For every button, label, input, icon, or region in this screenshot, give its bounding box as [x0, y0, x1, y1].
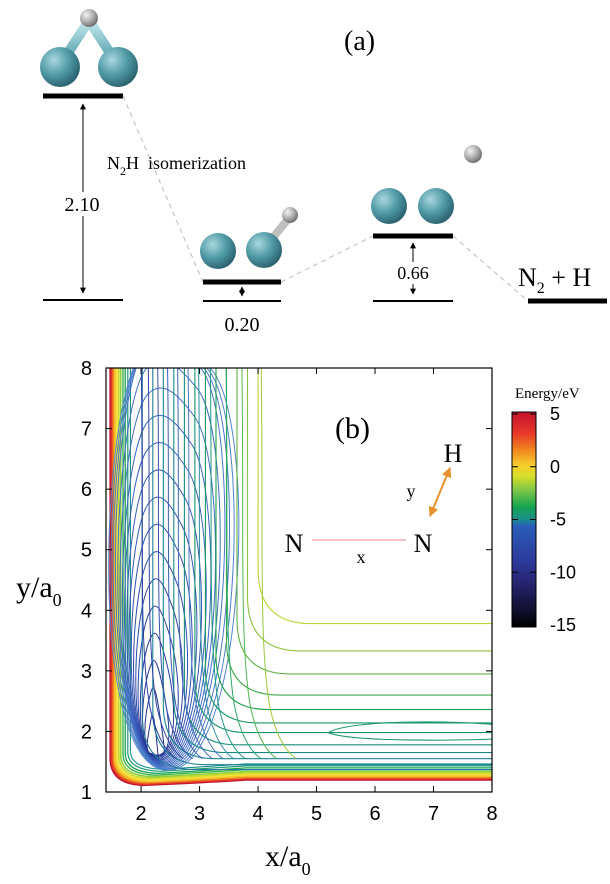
y-tick-label: 2	[81, 721, 92, 743]
y-axis-title: y/a0	[16, 571, 62, 610]
colorbar-tick-label: 0	[550, 457, 560, 477]
y-tick-label: 5	[81, 540, 92, 562]
well-contour	[115, 368, 226, 768]
well-contour-open	[241, 368, 278, 760]
colorbar-tick-label: -10	[550, 562, 576, 582]
x-tick-label: 8	[486, 803, 497, 825]
channel-island-contour	[327, 721, 492, 741]
channel-contour	[215, 368, 492, 711]
wall-contour	[122, 368, 492, 776]
wall-contour	[110, 368, 492, 786]
schematic-n-left: N	[285, 529, 304, 558]
n-atom	[246, 232, 282, 268]
molecule-n2-h-ts	[371, 145, 482, 224]
well-contour	[135, 578, 184, 760]
colorbar-ticks: 5 0 -5 -10 -15	[512, 404, 576, 635]
well-contour-open	[198, 368, 234, 760]
x-tick-label: 3	[194, 803, 205, 825]
colorbar-tick-label: 5	[550, 404, 560, 424]
channel-contour	[225, 368, 492, 696]
x-tick-label: 5	[311, 803, 322, 825]
wall-contour	[119, 368, 492, 778]
plot-frame	[105, 367, 493, 793]
wall-contour	[124, 368, 492, 775]
wall-contour	[115, 368, 492, 782]
channel-contour	[162, 368, 492, 760]
well-contour-open	[225, 368, 262, 760]
schematic-x-label: x	[357, 547, 366, 567]
schematic-n-right: N	[414, 529, 433, 558]
well-contour	[123, 441, 207, 765]
y-tick-label: 4	[81, 600, 92, 622]
y-axis: 1 2 3 4 5 6 7 8	[81, 358, 492, 804]
x-tick-label: 2	[136, 803, 147, 825]
colorbar: Energy/eV 5 0 -5 -10 -15	[511, 386, 580, 635]
y-arrow	[428, 467, 452, 517]
y-tick-label: 7	[81, 419, 92, 441]
panel-a: (a) 2.10 0.20 0	[40, 9, 607, 336]
molecule-trans-n2h	[200, 207, 298, 269]
well-contour-open	[157, 368, 193, 760]
y-tick-label: 8	[81, 358, 92, 380]
molecule-cyclic-n2h	[40, 9, 138, 87]
reaction-path-dashes	[122, 95, 529, 302]
y-tick-label: 3	[81, 661, 92, 683]
x-axis-title: x/a0	[265, 840, 311, 879]
well-contour-open	[167, 368, 203, 760]
well-contour-open	[187, 368, 224, 760]
x-tick-label: 6	[369, 803, 380, 825]
contour-lines	[108, 368, 492, 787]
h-atom	[80, 9, 98, 27]
panel-b-label: (b)	[335, 412, 370, 445]
colorbar-title: Energy/eV	[515, 386, 580, 402]
well-contour	[117, 368, 221, 767]
schematic-h-atom: H	[444, 439, 463, 468]
panel-a-label: (a)	[344, 26, 375, 57]
panel-b: 2 3 4 5 6 7 8 1 2 3 4 5 6 7 8 (b) y/a0 x/a0 N N H x y…	[16, 358, 580, 879]
coordinate-schematic: N N H x y	[285, 439, 463, 567]
well-contour-open	[177, 368, 213, 760]
well-contour	[112, 368, 230, 769]
h-atom	[464, 145, 482, 163]
gap-value-2-10: 2.10	[65, 194, 100, 216]
x-axis: 2 3 4 5 6 7 8	[136, 368, 498, 825]
schematic-y-label: y	[407, 481, 416, 501]
channel-contour	[257, 368, 492, 625]
x-tick-label: 4	[252, 803, 263, 825]
colorbar-tick-label: -15	[550, 615, 576, 635]
wall-contour	[117, 368, 492, 780]
channel-contour	[236, 368, 492, 675]
x-tick-label: 7	[428, 803, 439, 825]
wall-contour	[114, 368, 492, 783]
gap-value-0-20: 0.20	[225, 314, 260, 336]
gap-value-0-66: 0.66	[397, 263, 429, 283]
well-contour-open	[260, 368, 297, 760]
well-contour	[126, 469, 203, 764]
h-atom	[282, 207, 298, 223]
n-atom	[98, 47, 138, 87]
channel-contour	[194, 368, 492, 734]
y-tick-label: 6	[81, 479, 92, 501]
n-atom	[200, 233, 236, 269]
wall-contour	[127, 368, 492, 772]
well-contour	[130, 523, 193, 762]
y-tick-label: 1	[81, 782, 92, 804]
well-contour	[108, 368, 240, 771]
colorbar-tick-label: -5	[550, 510, 566, 530]
wall-contour	[112, 368, 492, 784]
n-atom	[371, 188, 407, 224]
well-contour-open	[140, 368, 177, 760]
well-contour-open	[209, 368, 246, 760]
n-atom	[40, 47, 80, 87]
channel-contour	[152, 368, 492, 766]
well-contour-open	[147, 368, 184, 760]
n-atom	[418, 188, 454, 224]
channel-contour	[246, 368, 492, 652]
isomerization-label: N2H isomerization	[107, 153, 246, 178]
product-label: N2 + H	[518, 263, 591, 297]
channel-contour	[141, 368, 492, 771]
